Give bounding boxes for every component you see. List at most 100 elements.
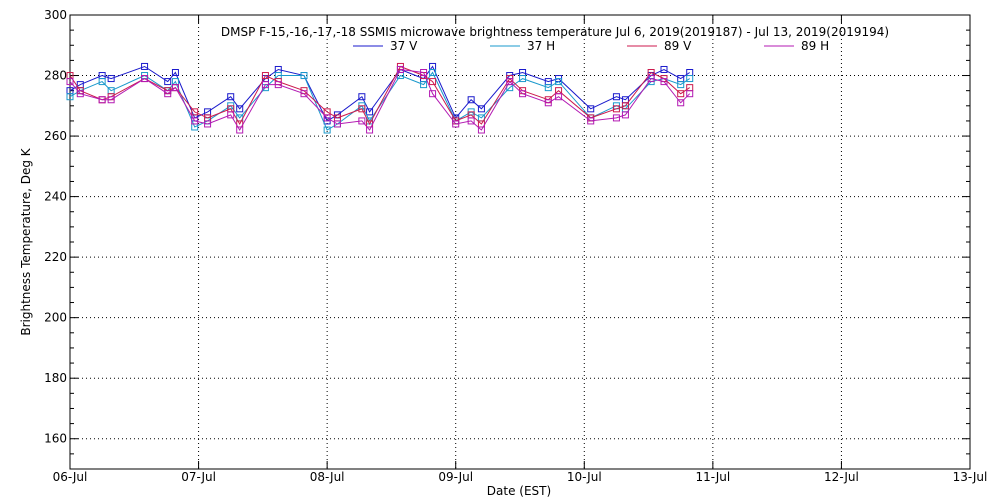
data-point <box>506 78 514 86</box>
data-point <box>366 108 374 116</box>
data-point <box>519 75 527 83</box>
x-tick-label: 12-Jul <box>824 470 859 484</box>
data-point <box>396 65 404 73</box>
data-point <box>236 126 244 134</box>
series-line <box>69 71 690 131</box>
data-point <box>452 120 460 128</box>
data-point <box>171 84 179 92</box>
data-point <box>519 90 527 98</box>
y-tick-label: 260 <box>44 129 67 143</box>
data-point <box>677 81 685 89</box>
data-point <box>171 69 179 77</box>
data-point <box>477 126 485 134</box>
data-point <box>429 78 437 86</box>
data-point <box>477 105 485 113</box>
data-point <box>429 69 437 77</box>
data-point <box>621 102 629 110</box>
x-tick-label: 09-Jul <box>438 470 473 484</box>
data-point <box>204 120 212 128</box>
data-point <box>191 117 199 125</box>
data-point <box>227 93 235 101</box>
plot-frame <box>69 14 971 470</box>
data-point <box>686 90 694 98</box>
data-point <box>587 105 595 113</box>
series-line <box>69 65 690 122</box>
chart-legend: 37 V 37 H 89 V 89 H <box>353 39 829 53</box>
data-point <box>612 105 620 113</box>
data-point <box>164 90 172 98</box>
data-point <box>420 69 428 77</box>
data-point <box>107 96 115 104</box>
series-37-h <box>66 69 694 134</box>
x-tick-label: 08-Jul <box>310 470 345 484</box>
data-point <box>660 78 668 86</box>
data-point <box>261 81 269 89</box>
data-point <box>76 90 84 98</box>
data-point <box>647 75 655 83</box>
data-point <box>66 93 74 101</box>
x-axis: 06-Jul 07-Jul 08-Jul 09-Jul 10-Jul 11-Jul 12-J… <box>53 15 988 484</box>
data-point <box>98 78 106 86</box>
data-point <box>467 117 475 125</box>
data-point <box>621 111 629 119</box>
grid-lines <box>70 15 970 469</box>
data-point <box>612 93 620 101</box>
data-point <box>660 65 668 73</box>
x-tick-label: 11-Jul <box>695 470 730 484</box>
legend-label: 37 H <box>527 39 555 53</box>
data-point <box>66 78 74 86</box>
data-point <box>467 96 475 104</box>
x-tick-label: 06-Jul <box>53 470 88 484</box>
y-tick-label: 160 <box>44 432 67 446</box>
data-point <box>141 75 149 83</box>
legend-label: 89 V <box>664 39 692 53</box>
x-tick-label: 07-Jul <box>181 470 216 484</box>
data-point <box>323 126 331 134</box>
data-point <box>612 114 620 122</box>
data-point <box>300 90 308 98</box>
data-point <box>98 96 106 104</box>
data-point <box>261 72 269 80</box>
y-tick-label: 240 <box>44 190 67 204</box>
data-point <box>358 93 366 101</box>
data-point <box>323 114 331 122</box>
data-point <box>429 90 437 98</box>
data-point <box>555 78 563 86</box>
data-point <box>227 111 235 119</box>
data-point <box>677 90 685 98</box>
data-point <box>358 117 366 125</box>
data-point <box>420 81 428 89</box>
series-89-v <box>66 62 694 128</box>
data-point <box>333 120 341 128</box>
x-tick-label: 13-Jul <box>953 470 988 484</box>
data-point <box>236 105 244 113</box>
y-tick-label: 300 <box>44 8 67 22</box>
y-tick-label: 180 <box>44 371 67 385</box>
legend-label: 37 V <box>390 39 418 53</box>
data-point <box>366 126 374 134</box>
x-axis-label: Date (EST) <box>487 484 551 498</box>
data-point <box>107 75 115 83</box>
chart-title: DMSP F-15,-16,-17,-18 SSMIS microwave br… <box>221 25 889 39</box>
y-tick-label: 200 <box>44 311 67 325</box>
legend-label: 89 H <box>801 39 829 53</box>
series-89-h <box>66 65 694 134</box>
y-axis-label: Brightness Temperature, Deg K <box>19 147 33 335</box>
y-tick-label: 220 <box>44 250 67 264</box>
data-point <box>587 117 595 125</box>
data-point <box>191 108 199 116</box>
y-tick-label: 280 <box>44 69 67 83</box>
data-point <box>544 84 552 92</box>
data-point <box>141 62 149 70</box>
data-point <box>555 93 563 101</box>
data-point <box>677 99 685 107</box>
data-point <box>164 78 172 86</box>
data-point <box>274 81 282 89</box>
data-point <box>300 72 308 80</box>
data-point <box>686 69 694 77</box>
data-series <box>66 62 694 134</box>
data-point <box>544 99 552 107</box>
data-point <box>686 75 694 83</box>
x-tick-label: 10-Jul <box>567 470 602 484</box>
